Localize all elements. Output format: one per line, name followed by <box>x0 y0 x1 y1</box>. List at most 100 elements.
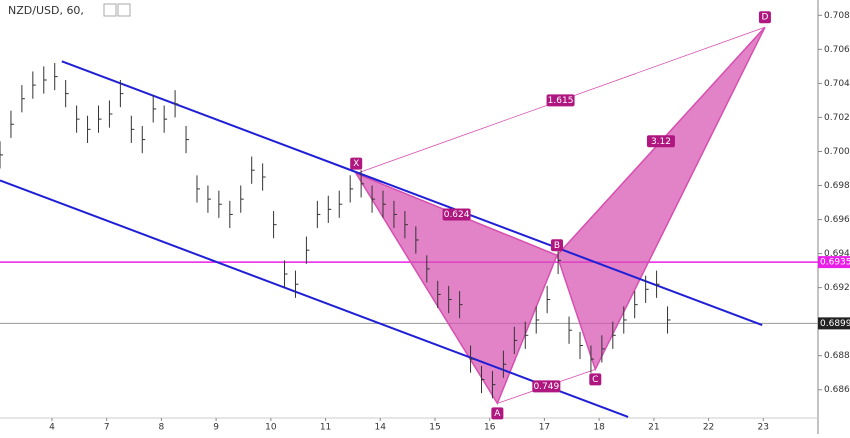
plot: 0.624 1.615 3.12 0.749 X A B C D <box>0 11 818 420</box>
point-tag-bg <box>551 239 564 252</box>
price-bar <box>54 62 58 91</box>
price-bar <box>141 125 146 154</box>
point-tag: A <box>491 407 504 420</box>
price-bar <box>480 365 485 394</box>
point-label: X <box>353 159 359 169</box>
price-bar <box>65 79 69 108</box>
price-bar <box>404 211 408 239</box>
price-bar <box>590 345 594 373</box>
price-bar <box>273 211 277 239</box>
price-bar <box>87 115 91 143</box>
ratio-tag-bg <box>532 380 561 393</box>
point-label: A <box>494 409 501 419</box>
point-tag-bg <box>491 407 504 420</box>
ratio-label: 0.624 <box>444 210 470 220</box>
ratio-tag: 1.615 <box>546 94 575 107</box>
channel-line <box>0 179 629 418</box>
x-tick-label: 17 <box>539 423 550 433</box>
x-tick-label: 4 <box>49 423 55 433</box>
x-tick-label: 18 <box>593 423 605 433</box>
ratio-tag: 3.12 <box>646 135 675 148</box>
icon[interactable] <box>103 3 117 17</box>
price-label-bg <box>818 317 850 330</box>
price-bar <box>382 190 387 218</box>
point-tag: D <box>758 11 771 24</box>
x-tick-label: 14 <box>375 423 387 433</box>
price-bar <box>174 90 179 118</box>
x-tick-label: 22 <box>703 423 714 433</box>
price-bar <box>360 170 365 198</box>
price-label: 0.6899 <box>820 319 850 329</box>
point-label: D <box>761 13 768 23</box>
price-bar <box>338 190 343 218</box>
price-bar <box>294 270 299 298</box>
price-bar <box>546 285 551 314</box>
price-bar <box>513 326 518 355</box>
chart-title: NZD/USD, 60, <box>8 4 84 17</box>
price-bar <box>349 175 354 203</box>
ratio-tag-bg <box>546 94 575 107</box>
price-bar <box>667 306 671 334</box>
x-tick-label: 8 <box>159 423 165 433</box>
price-bar <box>316 200 321 229</box>
price-bar <box>623 306 627 334</box>
x-tick-label: 7 <box>104 423 110 433</box>
ratio-tag: 0.624 <box>442 208 471 221</box>
price-bar <box>76 105 80 133</box>
x-tick-label: 23 <box>758 423 769 433</box>
ratio-label: 1.615 <box>548 96 574 106</box>
point-label: B <box>554 241 560 251</box>
ratio-tag: 0.749 <box>532 380 561 393</box>
price-bar <box>656 270 660 298</box>
price-bar <box>459 291 463 319</box>
price-bar <box>119 79 124 108</box>
y-tick-label: 0.7080 <box>824 11 850 21</box>
price-bar <box>557 246 562 275</box>
price-bar <box>130 115 135 143</box>
price-bar <box>185 125 190 154</box>
price-bar <box>535 306 540 334</box>
price-bar <box>601 335 605 363</box>
price-bar <box>524 321 529 349</box>
price-bar <box>218 190 222 218</box>
ratio-tag-bg <box>442 208 471 221</box>
point-tag-bg <box>350 157 363 170</box>
price-bar <box>284 260 288 288</box>
price-bar <box>21 85 25 113</box>
price-bar <box>10 110 14 138</box>
price-bar <box>32 71 36 99</box>
price-bar <box>645 275 649 303</box>
price-bar <box>207 185 211 213</box>
ratio-label: 0.749 <box>533 382 559 392</box>
price-bar <box>97 105 102 133</box>
price-bar <box>437 280 441 309</box>
x-tick-label: 21 <box>648 423 659 433</box>
price-bar <box>393 200 397 229</box>
x-tick-label: 16 <box>484 423 496 433</box>
price-bar <box>491 371 496 399</box>
price-label-bg <box>818 256 850 269</box>
price-bar <box>470 345 474 373</box>
x-tick-label: 15 <box>429 423 440 433</box>
price-bar <box>415 226 419 254</box>
price-bar <box>502 350 507 378</box>
price-label: 0.6935 <box>820 258 850 268</box>
price-bar <box>426 255 430 283</box>
price-bar <box>634 291 638 319</box>
price-bar <box>0 141 3 169</box>
icon[interactable] <box>117 3 131 17</box>
price-bar <box>152 95 157 123</box>
price-bar <box>251 156 255 184</box>
point-tag-bg <box>758 11 771 24</box>
ratio-label: 3.12 <box>651 137 671 147</box>
point-tag-bg <box>589 373 602 386</box>
